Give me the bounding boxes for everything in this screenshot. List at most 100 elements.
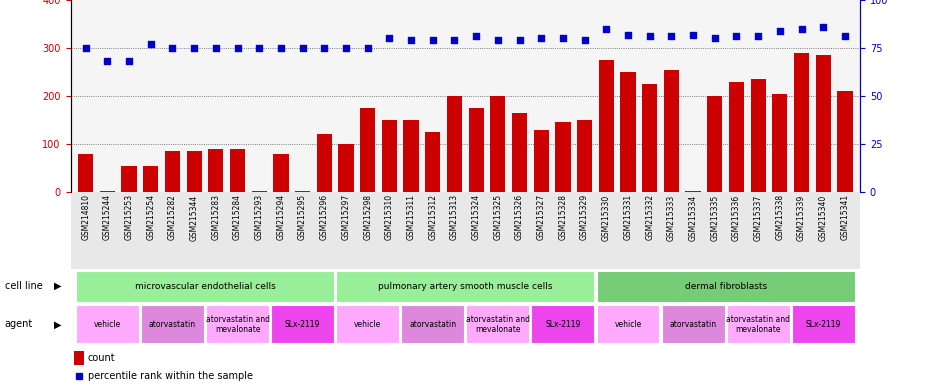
- Point: [838, 33, 853, 40]
- Text: GSM215339: GSM215339: [797, 194, 806, 240]
- Bar: [382, 120, 397, 192]
- Point: [425, 37, 440, 43]
- Bar: [338, 144, 353, 192]
- Text: atorvastatin: atorvastatin: [669, 320, 716, 329]
- Text: SLx-2119: SLx-2119: [285, 320, 321, 329]
- Point: [446, 37, 462, 43]
- Text: GSM215283: GSM215283: [212, 194, 220, 240]
- FancyBboxPatch shape: [76, 270, 334, 302]
- Text: GSM215326: GSM215326: [515, 194, 524, 240]
- Point: [512, 37, 527, 43]
- Point: [642, 33, 657, 40]
- Bar: [599, 60, 614, 192]
- Point: [491, 37, 506, 43]
- Bar: [295, 191, 310, 192]
- Text: vehicle: vehicle: [354, 320, 382, 329]
- Point: [534, 35, 549, 41]
- Bar: [78, 154, 93, 192]
- Text: GSM215297: GSM215297: [341, 194, 351, 240]
- Bar: [556, 122, 571, 192]
- Point: [685, 31, 700, 38]
- Bar: [664, 70, 679, 192]
- Point: [728, 33, 744, 40]
- Text: GSM215340: GSM215340: [819, 194, 828, 240]
- FancyBboxPatch shape: [662, 306, 725, 343]
- Point: [317, 45, 332, 51]
- Text: GSM215296: GSM215296: [320, 194, 329, 240]
- Bar: [403, 120, 418, 192]
- Bar: [534, 130, 549, 192]
- Text: GSM215293: GSM215293: [255, 194, 264, 240]
- Text: cell line: cell line: [5, 281, 42, 291]
- Point: [773, 28, 788, 34]
- Point: [403, 37, 418, 43]
- Text: ▶: ▶: [54, 319, 61, 329]
- Bar: [512, 113, 527, 192]
- Text: GSM215313: GSM215313: [450, 194, 459, 240]
- Text: GSM215337: GSM215337: [754, 194, 762, 240]
- Text: SLx-2119: SLx-2119: [545, 320, 581, 329]
- Bar: [728, 82, 744, 192]
- Bar: [468, 108, 484, 192]
- FancyBboxPatch shape: [337, 306, 400, 343]
- Point: [187, 45, 202, 51]
- Bar: [143, 166, 158, 192]
- Point: [252, 45, 267, 51]
- Point: [164, 45, 180, 51]
- Point: [556, 35, 571, 41]
- Bar: [425, 132, 440, 192]
- Text: GSM215325: GSM215325: [494, 194, 502, 240]
- Point: [100, 58, 115, 65]
- FancyBboxPatch shape: [401, 306, 464, 343]
- Text: GSM215284: GSM215284: [233, 194, 242, 240]
- Point: [751, 33, 766, 40]
- Text: GSM215336: GSM215336: [732, 194, 741, 240]
- FancyBboxPatch shape: [597, 306, 660, 343]
- Bar: [100, 191, 115, 192]
- Point: [78, 45, 93, 51]
- FancyBboxPatch shape: [206, 306, 269, 343]
- Point: [794, 26, 809, 32]
- Text: GSM215253: GSM215253: [125, 194, 133, 240]
- Text: vehicle: vehicle: [94, 320, 121, 329]
- FancyBboxPatch shape: [791, 306, 854, 343]
- Point: [620, 31, 635, 38]
- FancyBboxPatch shape: [271, 306, 334, 343]
- Bar: [750, 79, 766, 192]
- Bar: [252, 191, 267, 192]
- Point: [577, 37, 592, 43]
- Text: atorvastatin: atorvastatin: [409, 320, 456, 329]
- FancyBboxPatch shape: [141, 306, 204, 343]
- FancyBboxPatch shape: [337, 270, 594, 302]
- Point: [230, 45, 245, 51]
- Text: percentile rank within the sample: percentile rank within the sample: [87, 371, 253, 381]
- Bar: [274, 154, 289, 192]
- Text: dermal fibroblasts: dermal fibroblasts: [684, 281, 767, 291]
- FancyBboxPatch shape: [597, 270, 854, 302]
- Text: GSM215311: GSM215311: [407, 194, 415, 240]
- Text: ▶: ▶: [54, 281, 61, 291]
- Bar: [685, 191, 700, 192]
- Text: GSM215298: GSM215298: [363, 194, 372, 240]
- Bar: [642, 84, 657, 192]
- Text: microvascular endothelial cells: microvascular endothelial cells: [134, 281, 275, 291]
- Text: GSM215328: GSM215328: [558, 194, 568, 240]
- Text: vehicle: vehicle: [615, 320, 642, 329]
- Point: [121, 58, 136, 65]
- Text: SLx-2119: SLx-2119: [806, 320, 841, 329]
- Bar: [707, 96, 722, 192]
- Bar: [209, 149, 224, 192]
- Text: GSM215310: GSM215310: [384, 194, 394, 240]
- Point: [707, 35, 722, 41]
- Point: [274, 45, 289, 51]
- Text: pulmonary artery smooth muscle cells: pulmonary artery smooth muscle cells: [378, 281, 553, 291]
- Bar: [446, 96, 462, 192]
- Text: GSM215334: GSM215334: [689, 194, 697, 240]
- Text: GSM215295: GSM215295: [298, 194, 307, 240]
- Bar: [838, 91, 853, 192]
- Point: [209, 45, 224, 51]
- Text: GSM215341: GSM215341: [840, 194, 850, 240]
- Point: [599, 26, 614, 32]
- Text: GSM215294: GSM215294: [276, 194, 286, 240]
- Text: GSM215329: GSM215329: [580, 194, 589, 240]
